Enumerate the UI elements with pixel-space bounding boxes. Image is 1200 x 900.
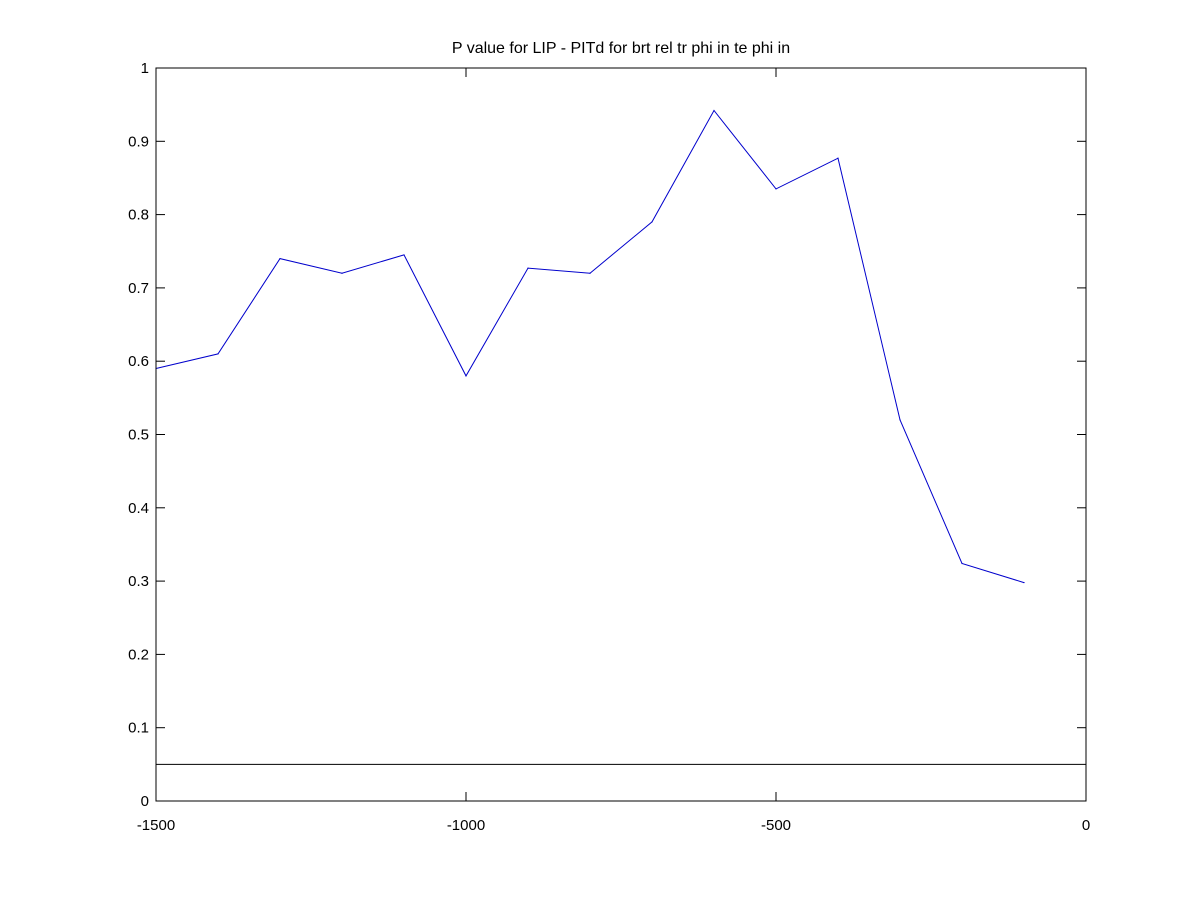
y-tick-label: 0.7: [128, 280, 149, 297]
y-tick-label: 0.2: [128, 646, 149, 663]
data-point: [527, 267, 529, 269]
y-tick-label: 0.8: [128, 207, 149, 224]
data-point: [713, 109, 715, 112]
data-point: [341, 272, 343, 274]
data-point: [589, 272, 591, 274]
data-point: [837, 157, 839, 159]
x-tick-label: -500: [761, 817, 791, 834]
x-tick-label: -1000: [447, 817, 485, 834]
y-tick-label: 0.9: [128, 133, 149, 150]
data-point: [651, 221, 653, 223]
chart-title: P value for LIP - PITd for brt rel tr ph…: [452, 40, 790, 57]
data-point: [403, 254, 405, 256]
data-point: [775, 188, 777, 190]
x-tick-label: 0: [1082, 817, 1090, 834]
data-point: [465, 375, 467, 377]
data-point: [961, 562, 963, 565]
y-tick-label: 0.5: [128, 427, 149, 444]
y-tick-label: 0.1: [128, 720, 149, 737]
tick-layer: -1500 -1000 -500 0 0 0.1 0.2 0.3 0.4 0.5 0.6 0.7 0.8…: [128, 60, 1090, 834]
y-tick-label: 0.3: [128, 573, 149, 590]
y-tick-label: 1: [141, 60, 149, 77]
plot-area: [156, 68, 1086, 801]
y-tick-label: 0.4: [128, 500, 149, 517]
data-point: [1023, 581, 1025, 584]
data-point: [899, 419, 901, 421]
data-point: [217, 353, 219, 355]
data-point: [279, 257, 281, 260]
series-layer: [155, 109, 1025, 584]
x-tick-label: -1500: [137, 817, 175, 834]
y-tick-label: 0: [141, 793, 149, 810]
y-tick-label: 0.6: [128, 353, 149, 370]
